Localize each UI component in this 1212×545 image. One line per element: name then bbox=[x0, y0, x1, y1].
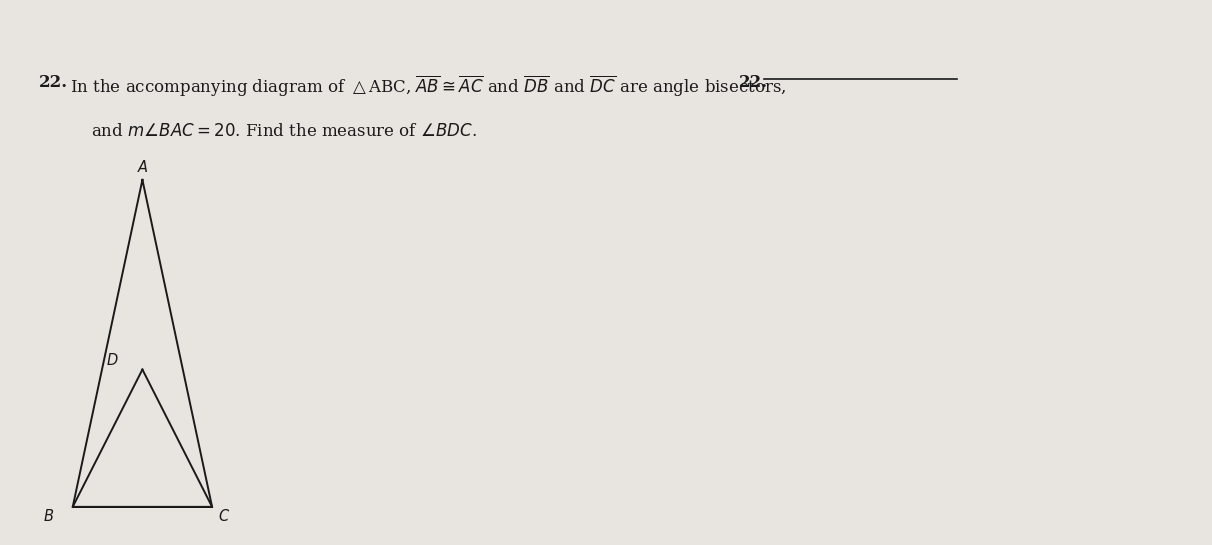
Text: $B$: $B$ bbox=[44, 508, 55, 524]
Text: $C$: $C$ bbox=[218, 508, 230, 524]
Text: 22.: 22. bbox=[39, 74, 68, 90]
Text: $A$: $A$ bbox=[137, 160, 148, 175]
Text: 22.: 22. bbox=[739, 74, 768, 90]
Text: and $m\angle BAC=20$. Find the measure of $\angle BDC$.: and $m\angle BAC=20$. Find the measure o… bbox=[91, 123, 476, 140]
Text: In the accompanying diagram of $\triangle$ABC, $\overline{AB}\cong\overline{AC}$: In the accompanying diagram of $\triangl… bbox=[70, 74, 787, 99]
Text: $D$: $D$ bbox=[105, 353, 118, 368]
